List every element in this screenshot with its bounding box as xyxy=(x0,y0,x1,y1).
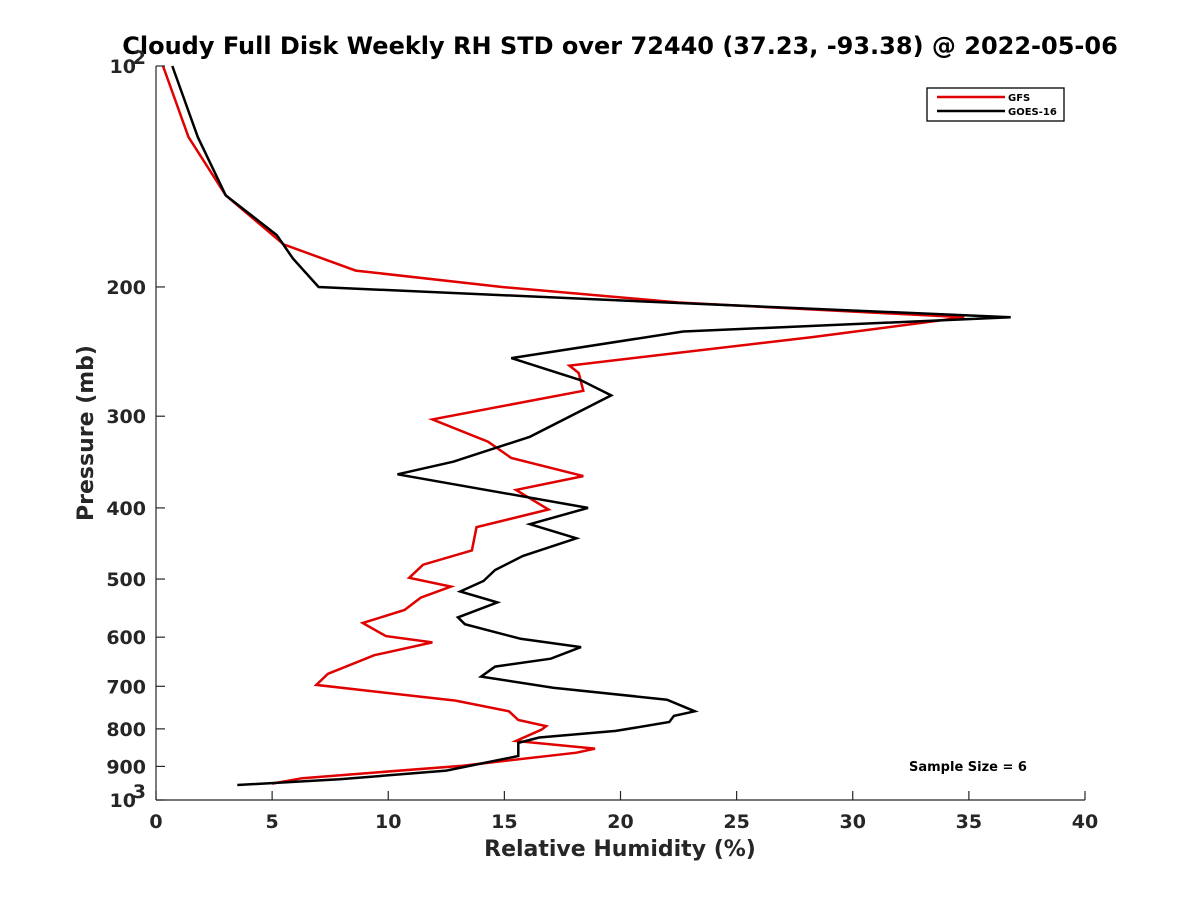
legend-entry: GOES-16 xyxy=(1008,107,1057,118)
y-tick-exponent: 2 xyxy=(133,47,146,69)
x-tick-label: 0 xyxy=(149,811,162,833)
x-tick-label: 35 xyxy=(956,811,982,833)
legend: GFS GOES-16 xyxy=(926,87,1065,122)
y-tick-label: 500 xyxy=(106,569,146,591)
y-tick-label: 700 xyxy=(106,676,146,698)
x-tick-label: 25 xyxy=(723,811,749,833)
series-line-goes-16 xyxy=(171,65,1011,787)
series-line-gfs xyxy=(161,65,965,785)
legend-box xyxy=(926,87,1065,122)
y-tick-label: 10 xyxy=(110,56,136,78)
x-axis: 0 5 10 15 20 25 30 35 40 xyxy=(149,791,1098,833)
sample-size-annotation: Sample Size = 6 xyxy=(909,760,1027,775)
x-tick-label: 5 xyxy=(266,811,279,833)
x-axis-label: Relative Humidity (%) xyxy=(484,837,756,862)
y-tick-label: 10 xyxy=(110,790,136,812)
y-tick-label: 800 xyxy=(106,719,146,741)
y-tick-label: 600 xyxy=(106,627,146,649)
x-tick-label: 40 xyxy=(1072,811,1098,833)
chart-title: Cloudy Full Disk Weekly RH STD over 7244… xyxy=(122,32,1118,60)
plot-area xyxy=(161,65,1011,787)
x-tick-label: 20 xyxy=(607,811,633,833)
x-tick-label: 30 xyxy=(840,811,866,833)
y-tick-label: 200 xyxy=(106,277,146,299)
y-tick-label: 900 xyxy=(106,756,146,778)
y-tick-label: 300 xyxy=(106,406,146,428)
y-tick-label: 400 xyxy=(106,498,146,520)
y-tick-exponent: 3 xyxy=(133,781,146,803)
x-tick-label: 10 xyxy=(375,811,401,833)
y-axis-label: Pressure (mb) xyxy=(74,345,99,521)
legend-entry: GFS xyxy=(1008,93,1030,104)
x-tick-label: 15 xyxy=(491,811,517,833)
